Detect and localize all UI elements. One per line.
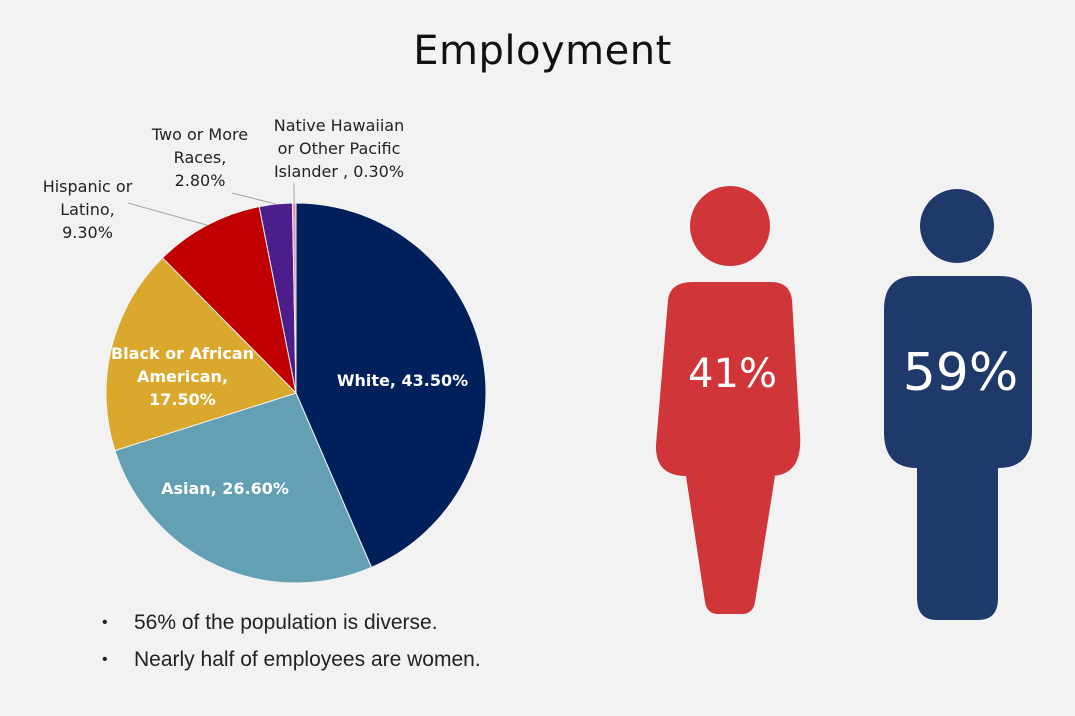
slice-label-black: Black or African American, 17.50% [110, 344, 254, 409]
slice-label-native-hawaiian: Native Hawaiian or Other Pacific Islande… [273, 116, 405, 181]
slice-label-asian: Asian, 26.60% [161, 479, 289, 498]
list-item: • 56% of the population is diverse. [100, 608, 481, 645]
bullet-icon: • [102, 651, 108, 668]
woman-figure-icon [655, 186, 801, 614]
leader-lines [127, 182, 295, 226]
pie-slice-native-hawaiian-or-other-pacific-islander [291, 202, 297, 394]
pie-slices [105, 202, 487, 584]
pie-slice-black-or-african-american [105, 257, 297, 452]
page-title: Employment [413, 28, 672, 74]
pie-slice-asian [114, 392, 373, 584]
man-figure-icon [884, 189, 1032, 620]
leader-line-hispanic [127, 202, 208, 226]
slice-label-two-or-more: Two or More Races, 2.80% [151, 125, 249, 190]
slice-label-white: White, 43.50% [336, 371, 469, 390]
female-percentage: 41% [688, 351, 777, 397]
list-item: • Nearly half of employees are women. [100, 645, 481, 682]
pie-slice-hispanic-or-latino [161, 206, 297, 395]
male-percentage: 59% [902, 343, 1019, 403]
slice-label-hispanic: Hispanic or Latino, 9.30% [42, 177, 133, 242]
bullet-icon: • [102, 614, 108, 631]
pie-slice-white [295, 202, 487, 569]
leader-line-two-or-more [231, 192, 276, 205]
bullet-list: • 56% of the population is diverse. • Near… [100, 608, 481, 682]
